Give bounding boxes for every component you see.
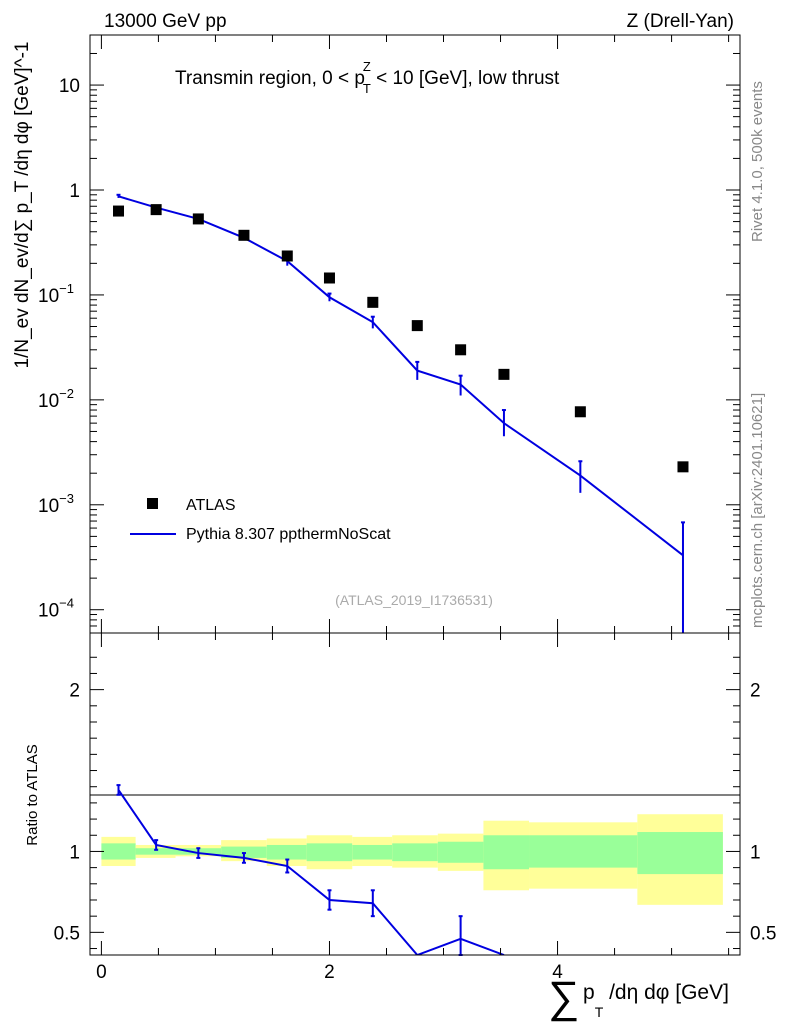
pythia-curve [118,195,684,557]
ratio-curve [117,789,505,955]
ratio-bands [101,814,723,905]
atlas-data-point [498,368,510,380]
main-y-tick-base-4: 1 [69,181,80,202]
ratio-y-axis-label: Ratio to ATLAS [24,744,41,845]
main-y-tick-exp-1: −3 [59,491,74,506]
ratio-y-tick-label-left: 2 [69,681,80,702]
main-series [113,193,689,633]
main-y-tick-label-3: 10−1 [38,281,74,307]
main-y-tick-label-1: 10−3 [38,491,74,517]
ratio-frame [89,632,741,956]
main-y-tick-base-5: 10 [59,76,80,97]
ratio-series [116,784,505,956]
atlas-data-point [323,272,335,284]
ratio-band-inner [392,843,438,862]
x-axis-label-text: pT /dη dφ [GeV] [583,981,729,1020]
mcplots-label: mcplots.cern.ch [arXiv:2401.10621] [749,393,766,628]
legend-label-atlas: ATLAS [186,497,236,514]
x-tick-label: 0 [96,962,107,983]
main-title: Transmin region, 0 < pTZ < 10 [GeV], low… [175,59,560,96]
main-y-tick-exp-3: −1 [59,281,74,296]
main-y-tick-base-2: 10 [38,391,59,412]
atlas-data-point [574,406,586,418]
legend: ATLAS Pythia 8.307 ppthermNoScat [130,497,391,543]
ratio-y-tick-label-left: 1 [69,842,80,863]
ratio-band-inner [101,843,136,860]
atlas-data-point [677,461,689,473]
x-axis-label-pre: p [583,981,595,1004]
atlas-data-point [192,213,204,225]
analysis-watermark: (ATLAS_2019_I1736531) [335,592,493,608]
ratio-band-inner [437,841,484,863]
main-title-post: < 10 [GeV], low thrust [371,68,560,89]
header-process: Z (Drell-Yan) [627,11,734,32]
x-tick-label: 4 [552,962,563,983]
main-y-tick-label-5: 10 [59,76,80,97]
ratio-y-tick-label-right: 0.5 [750,923,776,944]
ratio-band-inner [306,843,353,862]
main-y-tick-exp-0: −4 [59,596,74,611]
ratio-band-inner [529,835,638,868]
atlas-data-point [113,205,125,217]
atlas-data-point [281,250,293,262]
ratio-y-tick-label-left: 0.5 [54,923,80,944]
main-title-sub: T [363,81,371,96]
x-axis-label: ∑ pT /dη dφ [GeV] [548,973,729,1022]
x-tick-label: 2 [324,962,335,983]
ratio-y-tick-label-right: 2 [750,681,761,702]
ratio-band-inner [135,848,176,855]
main-y-tick-label-2: 10−2 [38,386,74,412]
legend-label-pythia: Pythia 8.307 ppthermNoScat [186,526,391,543]
x-axis-label-post: /dη dφ [GeV] [603,981,729,1004]
main-y-tick-label-0: 10−4 [38,596,74,622]
atlas-data-point [150,204,162,216]
x-axis-label-sub: T [595,1004,604,1020]
atlas-data-point [411,320,423,332]
atlas-data-point [367,296,379,308]
ratio-y-tick-label-right: 1 [750,842,761,863]
atlas-data-point [455,344,467,356]
main-y-tick-base-3: 10 [38,286,59,307]
ratio-band-inner [637,832,723,875]
main-title-pre: Transmin region, 0 < p [175,68,365,89]
main-y-tick-base-0: 10 [38,601,59,622]
ratio-axes: 0.5 0.5 1 1 2 2 0 2 4 [54,633,776,983]
main-y-tick-exp-2: −2 [59,386,74,401]
legend-marker-atlas [147,498,158,509]
ratio-band-inner [483,835,530,870]
header-energy: 13000 GeV pp [104,11,227,32]
ratio-band-inner [266,844,307,860]
atlas-data-point [238,229,250,241]
main-y-tick-label-4: 1 [69,181,80,202]
main-y-tick-base-1: 10 [38,496,59,517]
main-y-axis-label: 1/N_ev dN_ev/d∑ p_T /dη dφ [GeV]^-1 [12,42,33,369]
ratio-panel: 0.5 0.5 1 1 2 2 0 2 4 Ratio to ATLAS [24,632,776,983]
x-axis-sum-symbol: ∑ [548,973,579,1022]
main-title-sup: Z [363,59,371,74]
ratio-band-inner [352,844,393,860]
rivet-label: Rivet 4.1.0, 500k events [749,81,766,242]
